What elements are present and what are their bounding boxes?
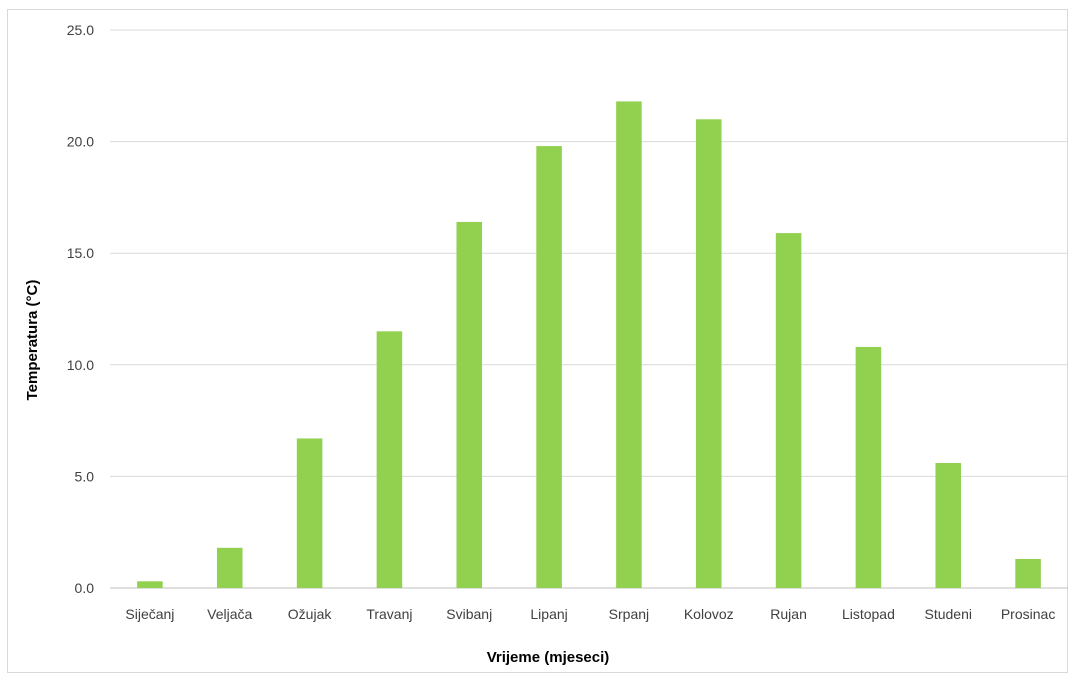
x-tick-label: Lipanj — [530, 606, 567, 622]
y-tick-label: 10.0 — [67, 357, 94, 373]
y-tick-label: 5.0 — [75, 468, 95, 484]
y-tick-label: 15.0 — [67, 245, 94, 261]
x-tick-label: Srpanj — [609, 606, 649, 622]
x-tick-label: Listopad — [842, 606, 895, 622]
bar — [216, 547, 243, 588]
x-tick-label: Ožujak — [288, 606, 333, 622]
bar — [935, 463, 962, 588]
y-tick-label: 20.0 — [67, 134, 94, 150]
bar — [137, 581, 163, 588]
x-tick-label: Studeni — [925, 606, 972, 622]
bar — [536, 146, 562, 588]
bar — [775, 233, 802, 588]
x-axis-title: Vrijeme (mjeseci) — [487, 649, 610, 666]
gridlines — [110, 29, 1068, 589]
x-tick-label: Siječanj — [125, 606, 174, 622]
x-tick-label: Prosinac — [1001, 606, 1055, 622]
bar — [855, 346, 882, 588]
y-axis-title: Temperatura (°C) — [24, 280, 41, 401]
x-tick-label: Veljača — [207, 606, 252, 622]
x-tick-label: Kolovoz — [684, 606, 734, 622]
bar — [1015, 558, 1041, 588]
y-tick-label: 0.0 — [75, 580, 95, 596]
y-tick-label: 25.0 — [67, 22, 94, 38]
bar — [456, 221, 483, 588]
bar — [376, 331, 403, 588]
x-tick-label: Travanj — [366, 606, 412, 622]
x-axis-ticks: Siječanj Veljača Ožujak Travanj Svibanj Lipan… — [125, 606, 1055, 622]
bars — [137, 101, 1041, 588]
x-tick-label: Rujan — [770, 606, 807, 622]
x-tick-label: Svibanj — [446, 606, 492, 622]
bar — [296, 438, 323, 588]
bar — [616, 101, 642, 588]
bar — [695, 119, 722, 588]
y-axis-ticks: 0.0 5.0 10.0 15.0 20.0 25.0 — [67, 22, 94, 596]
